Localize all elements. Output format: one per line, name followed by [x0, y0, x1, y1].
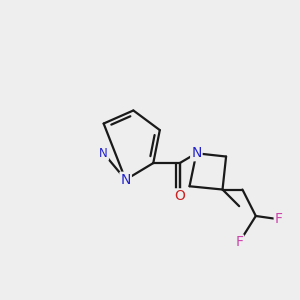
- Text: N: N: [99, 147, 108, 160]
- Text: N: N: [120, 173, 131, 187]
- Text: F: F: [275, 212, 283, 226]
- Text: F: F: [235, 236, 243, 249]
- Text: O: O: [174, 189, 185, 203]
- Text: N: N: [191, 146, 202, 160]
